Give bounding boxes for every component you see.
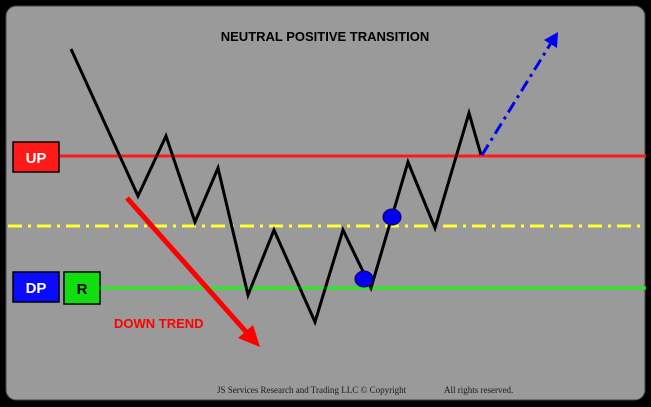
arrow-down-right-icon: [238, 325, 260, 347]
down-trend-label: DOWN TREND: [114, 316, 204, 331]
circle-marker-icon: [382, 208, 402, 226]
price-path: [69, 48, 483, 327]
circle-marker-icon: [354, 270, 374, 288]
down-trend-arrow-shaft: [125, 196, 250, 336]
up-box: [12, 141, 60, 173]
up-label: UP: [26, 150, 47, 167]
r-label: R: [77, 281, 88, 298]
dp-label: DP: [26, 280, 47, 297]
footer-rights: All rights reserved.: [444, 385, 513, 395]
diagram-background: [5, 5, 646, 401]
diagram-title: NEUTRAL POSITIVE TRANSITION: [221, 29, 430, 44]
footer-copyright: JS Services Research and Trading LLC © C…: [217, 385, 407, 395]
arrow-up-right-dashed-icon: [544, 32, 558, 48]
r-box: [63, 271, 101, 305]
projection-arrow-shaft: [480, 42, 553, 156]
dp-box: [12, 271, 60, 303]
